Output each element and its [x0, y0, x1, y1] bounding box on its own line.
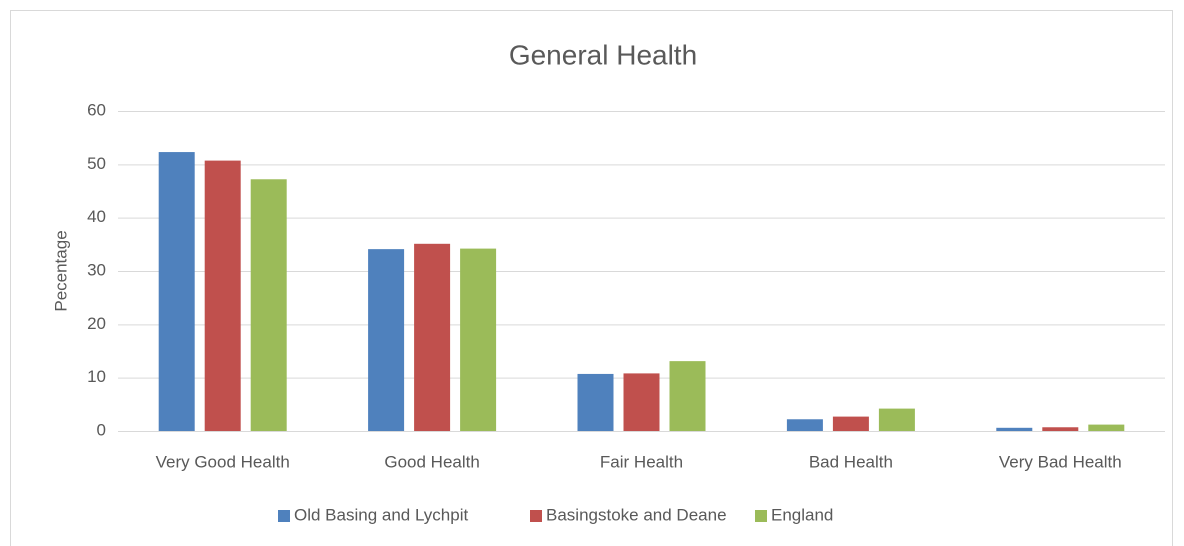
- y-tick-label: 60: [87, 100, 106, 119]
- bar: [414, 243, 451, 431]
- bar: [250, 179, 287, 431]
- bar: [878, 408, 915, 431]
- bar: [1088, 424, 1125, 431]
- bar: [786, 419, 823, 431]
- y-tick-label: 50: [87, 154, 106, 173]
- chart-title: General Health: [509, 39, 697, 70]
- y-axis-label: Pecentage: [51, 230, 70, 311]
- legend-label: Old Basing and Lychpit: [294, 505, 468, 524]
- legend-swatch: [530, 510, 542, 522]
- y-tick-label: 30: [87, 260, 106, 279]
- bar: [623, 373, 660, 431]
- x-tick-label: Bad Health: [809, 452, 893, 471]
- legend-label: Basingstoke and Deane: [546, 505, 727, 524]
- bar: [368, 249, 405, 431]
- bar: [204, 160, 241, 431]
- bar: [669, 361, 706, 431]
- bar: [577, 373, 614, 431]
- x-tick-label: Very Good Health: [156, 452, 290, 471]
- bar: [996, 427, 1033, 431]
- x-tick-label: Very Bad Health: [999, 452, 1122, 471]
- y-tick-label: 20: [87, 314, 106, 333]
- legend-swatch: [755, 510, 767, 522]
- legend-swatch: [278, 510, 290, 522]
- y-tick-label: 0: [97, 420, 106, 439]
- legend-label: England: [771, 505, 833, 524]
- y-tick-label: 40: [87, 207, 106, 226]
- bar: [158, 152, 195, 432]
- bar: [460, 248, 497, 431]
- bar: [832, 416, 869, 431]
- chart-frame: [10, 10, 1173, 546]
- bar: [1042, 427, 1079, 431]
- x-tick-label: Fair Health: [600, 452, 683, 471]
- y-tick-label: 10: [87, 367, 106, 386]
- x-tick-label: Good Health: [384, 452, 479, 471]
